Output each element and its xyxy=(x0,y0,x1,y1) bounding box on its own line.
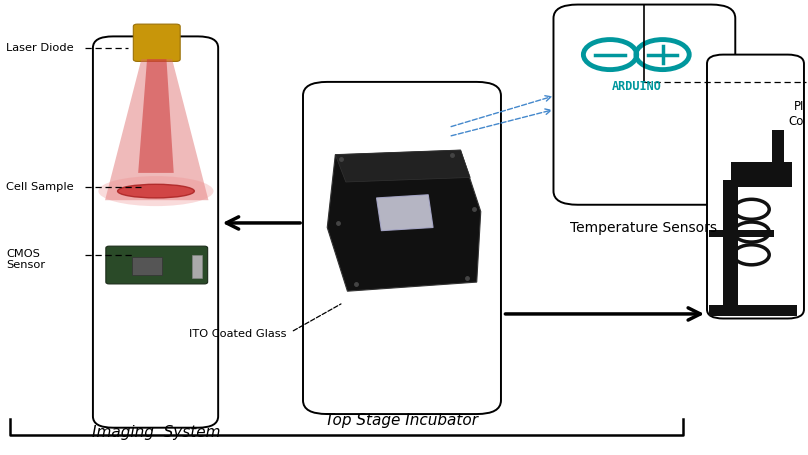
FancyBboxPatch shape xyxy=(93,36,218,428)
Text: CMOS
Sensor: CMOS Sensor xyxy=(6,248,45,270)
Text: Imaging  System: Imaging System xyxy=(91,425,221,440)
FancyBboxPatch shape xyxy=(303,82,501,414)
Bar xyxy=(723,180,738,307)
Ellipse shape xyxy=(99,176,213,206)
FancyBboxPatch shape xyxy=(133,24,180,61)
Text: Temperature Sensors: Temperature Sensors xyxy=(570,221,718,235)
Bar xyxy=(192,255,202,278)
FancyBboxPatch shape xyxy=(106,246,208,284)
Text: PI
Co: PI Co xyxy=(789,100,804,128)
Ellipse shape xyxy=(118,184,195,198)
Text: Cell Sample: Cell Sample xyxy=(6,182,74,192)
Polygon shape xyxy=(138,59,174,173)
Bar xyxy=(132,257,162,275)
Bar xyxy=(731,162,792,187)
Polygon shape xyxy=(105,59,208,200)
FancyBboxPatch shape xyxy=(707,55,804,318)
Text: Laser Diode: Laser Diode xyxy=(6,43,74,53)
Polygon shape xyxy=(335,150,470,182)
Bar xyxy=(709,305,797,316)
Polygon shape xyxy=(327,150,481,291)
Bar xyxy=(772,130,784,166)
Text: Top Stage Incubator: Top Stage Incubator xyxy=(325,413,478,428)
Text: ARDUINO: ARDUINO xyxy=(612,80,661,93)
FancyBboxPatch shape xyxy=(553,5,735,205)
Text: ITO Coated Glass: ITO Coated Glass xyxy=(189,329,287,339)
Bar xyxy=(709,230,774,237)
Polygon shape xyxy=(377,195,433,231)
